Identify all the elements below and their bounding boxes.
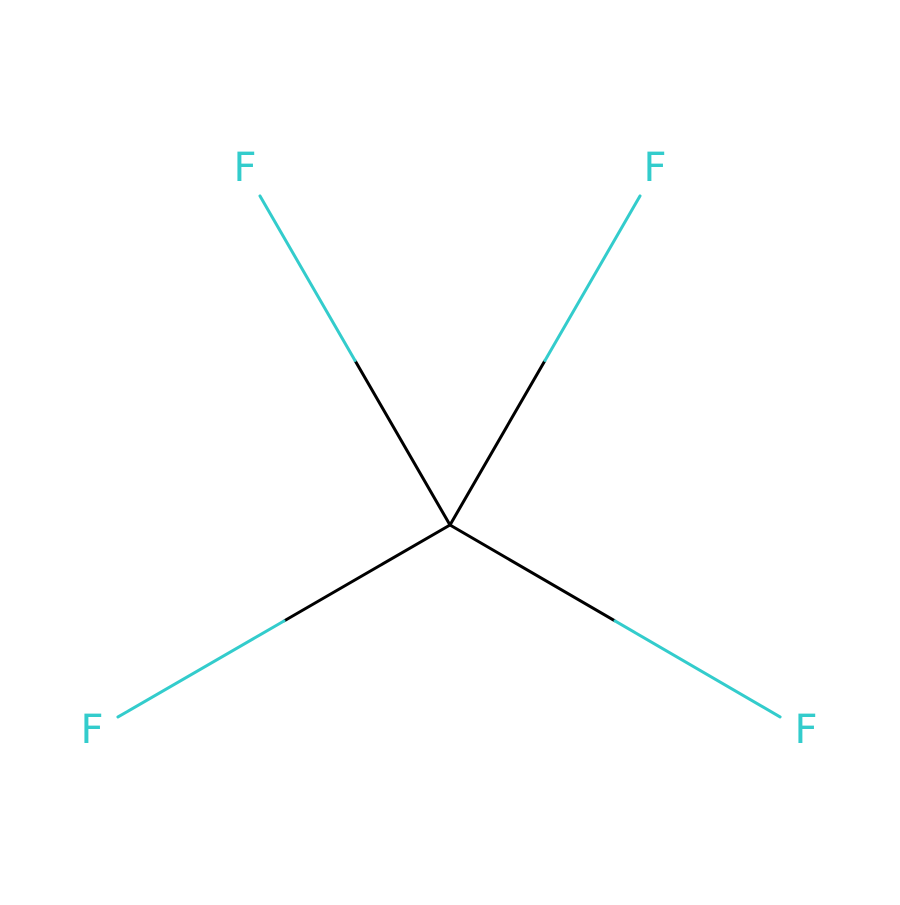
- bond-C1-F4-fluorine-half: [613, 619, 782, 719]
- atom-label-F3: F: [80, 707, 103, 753]
- bond-C1-F1-carbon-half: [353, 358, 452, 527]
- bond-C1-F4-carbon-half: [448, 523, 617, 623]
- bond-C1-F2-carbon-half: [448, 358, 547, 527]
- atom-label-F1: F: [233, 145, 256, 191]
- bond-C1-F1-fluorine-half: [258, 194, 357, 362]
- atom-label-F4: F: [794, 707, 817, 753]
- atom-labels-layer: F F F F: [80, 145, 817, 753]
- bond-C1-F2-fluorine-half: [543, 194, 642, 362]
- bond-C1-F3-fluorine-half: [116, 619, 286, 719]
- atom-label-F2: F: [643, 145, 666, 191]
- bonds-layer: [116, 194, 782, 719]
- bond-C1-F3-carbon-half: [282, 523, 452, 623]
